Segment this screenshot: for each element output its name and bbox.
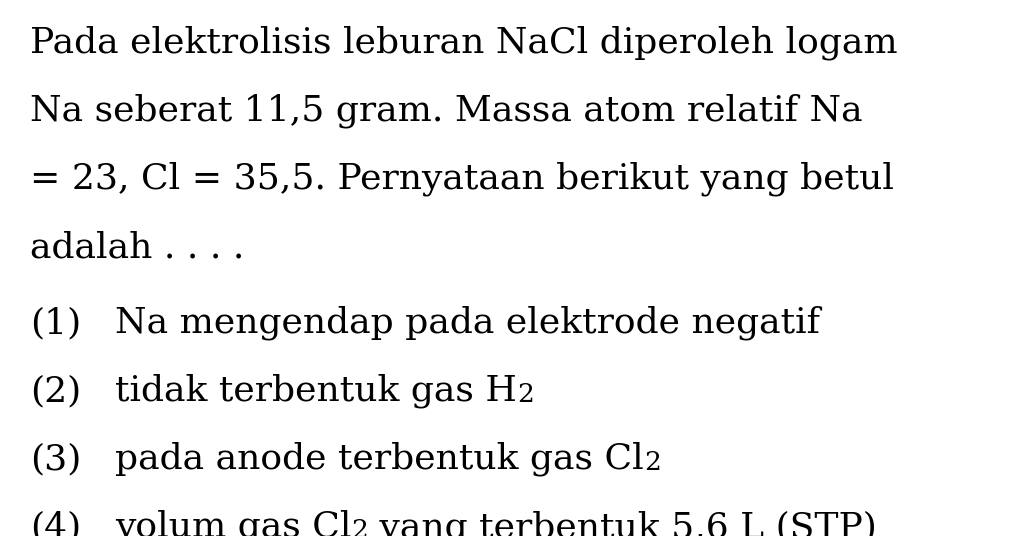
Text: 2: 2 xyxy=(644,450,661,475)
Text: (2): (2) xyxy=(30,374,82,408)
Text: (1): (1) xyxy=(30,306,82,340)
Text: (3): (3) xyxy=(30,442,82,476)
Text: (4): (4) xyxy=(30,510,82,536)
Text: pada anode terbentuk gas Cl: pada anode terbentuk gas Cl xyxy=(115,442,644,477)
Text: volum gas Cl: volum gas Cl xyxy=(115,510,351,536)
Text: Na mengendap pada elektrode negatif: Na mengendap pada elektrode negatif xyxy=(115,306,820,340)
Text: 2: 2 xyxy=(517,382,534,407)
Text: adalah . . . .: adalah . . . . xyxy=(30,230,244,264)
Text: yang terbentuk 5,6 L (STP): yang terbentuk 5,6 L (STP) xyxy=(368,510,877,536)
Text: Pada elektrolisis leburan NaCl diperoleh logam: Pada elektrolisis leburan NaCl diperoleh… xyxy=(30,26,898,61)
Text: 2: 2 xyxy=(351,518,368,536)
Text: tidak terbentuk gas H: tidak terbentuk gas H xyxy=(115,374,517,408)
Text: = 23, Cl = 35,5. Pernyataan berikut yang betul: = 23, Cl = 35,5. Pernyataan berikut yang… xyxy=(30,162,894,197)
Text: Na seberat 11,5 gram. Massa atom relatif Na: Na seberat 11,5 gram. Massa atom relatif… xyxy=(30,94,863,129)
